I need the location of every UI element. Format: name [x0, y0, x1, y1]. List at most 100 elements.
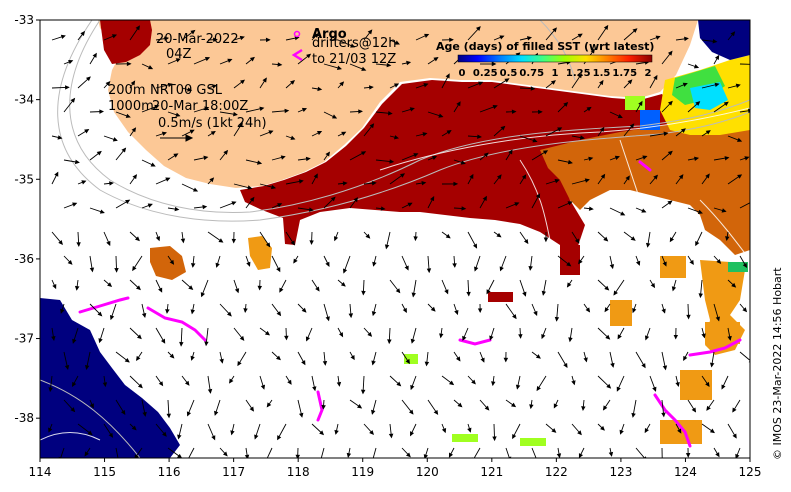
current-arrowhead	[744, 156, 750, 161]
current-arrowhead	[574, 238, 580, 244]
current-arrowhead	[455, 356, 461, 362]
current-arrowhead	[389, 159, 395, 164]
current-arrow	[739, 351, 750, 361]
current-arrowhead	[482, 195, 487, 201]
current-arrowhead	[650, 283, 656, 289]
current-arrowhead	[732, 407, 737, 413]
current-arrowhead	[68, 60, 74, 65]
current-arrowhead	[256, 160, 263, 165]
current-arrowhead	[147, 65, 154, 70]
current-arrowhead	[705, 130, 711, 135]
current-arrowhead	[515, 384, 521, 390]
current-arrowhead	[675, 381, 680, 387]
current-arrowhead	[512, 433, 517, 440]
hour-label: 04Z	[166, 47, 192, 62]
current-arrowhead	[277, 435, 282, 441]
current-arrowhead	[218, 238, 224, 243]
current-arrowhead	[599, 79, 604, 86]
current-arrowhead	[661, 412, 666, 418]
current-arrowhead	[336, 381, 342, 387]
current-arrowhead	[606, 383, 612, 389]
current-arrowhead	[550, 80, 556, 85]
current-arrowhead	[298, 179, 304, 184]
current-arrowhead	[214, 410, 219, 416]
current-arrowhead	[254, 434, 259, 440]
current-arrowhead	[84, 365, 90, 371]
current-arrowhead	[408, 409, 414, 415]
current-arrowhead	[51, 336, 56, 342]
current-arrowhead	[244, 454, 250, 458]
current-arrowhead	[542, 150, 549, 155]
current-arrowhead	[386, 62, 392, 68]
sst-light-orange-patch	[705, 322, 740, 344]
current-arrowhead	[162, 431, 167, 437]
colorbar-tick-label: 0.75	[519, 68, 544, 79]
current-arrowhead	[295, 454, 301, 458]
current-arrowhead	[461, 206, 467, 211]
x-tick-label: 123	[609, 465, 632, 479]
current-arrowhead	[731, 282, 737, 288]
current-arrowhead	[402, 307, 407, 313]
current-arrowhead	[211, 84, 218, 89]
current-arrowhead	[691, 407, 697, 413]
current-arrowhead	[298, 412, 304, 418]
current-arrowhead	[102, 382, 108, 388]
current-arrowhead	[166, 413, 171, 419]
current-arrowhead	[360, 389, 366, 395]
current-arrowhead	[735, 453, 740, 458]
current-arrowhead	[701, 333, 706, 339]
current-arrowhead	[313, 33, 319, 38]
current-arrowhead	[371, 181, 377, 186]
drifter-tracks	[78, 160, 742, 448]
current-arrowhead	[71, 381, 77, 387]
current-arrowhead	[70, 97, 76, 103]
current-arrowhead	[541, 290, 546, 296]
current-arrowhead	[48, 427, 53, 433]
current-arrowhead	[99, 209, 105, 214]
current-arrowhead	[57, 135, 63, 140]
current-arrowhead	[342, 181, 348, 186]
current-arrowhead	[284, 108, 290, 114]
current-arrowhead	[632, 308, 637, 314]
current-arrowhead	[444, 289, 449, 295]
current-arrowhead	[136, 355, 141, 361]
current-arrowhead	[554, 316, 560, 322]
current-arrowhead	[141, 312, 147, 318]
current-arrowhead	[154, 104, 160, 110]
current-arrowhead	[552, 27, 557, 33]
current-arrow	[266, 447, 273, 458]
current-arrowhead	[111, 34, 118, 39]
current-arrowhead	[655, 35, 661, 40]
current-arrowhead	[52, 283, 57, 290]
current-arrowhead	[395, 288, 401, 294]
current-arrowhead	[287, 379, 292, 385]
current-arrowhead	[653, 174, 658, 180]
current-arrowhead	[369, 430, 375, 435]
current-arrowhead	[725, 236, 730, 242]
current-arrowhead	[213, 37, 218, 43]
current-arrowhead	[108, 432, 114, 438]
sst-deep-red-shelf	[240, 80, 672, 255]
current-arrowhead	[331, 114, 338, 119]
current-arrowhead	[471, 379, 476, 385]
current-arrowhead	[663, 131, 669, 136]
current-arrowhead	[723, 101, 729, 107]
current-arrowhead	[642, 155, 648, 160]
current-arrowhead	[705, 173, 710, 179]
colorbar-tick-label: 1	[552, 68, 559, 79]
current-arrowhead	[535, 193, 541, 199]
current-arrowhead	[730, 31, 736, 37]
current-arrowhead	[276, 267, 281, 273]
current-arrowhead	[109, 181, 114, 186]
current-arrowhead	[368, 85, 374, 90]
current-arrowhead	[735, 83, 741, 89]
current-arrowhead	[566, 282, 572, 288]
current-arrowhead	[737, 174, 743, 179]
current-arrowhead	[204, 341, 209, 347]
current-arrowhead	[554, 178, 560, 184]
current-arrowhead	[600, 425, 605, 431]
current-arrowhead	[448, 452, 454, 458]
current-arrowhead	[227, 58, 233, 63]
current-arrowhead	[249, 56, 255, 62]
current-arrowhead	[551, 428, 557, 433]
